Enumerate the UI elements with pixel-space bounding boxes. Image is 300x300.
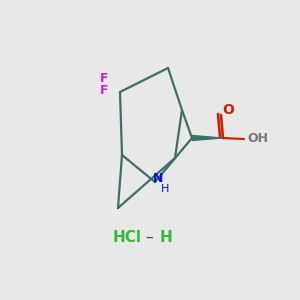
- Text: –: –: [145, 230, 153, 244]
- Text: H: H: [161, 184, 169, 194]
- Text: F: F: [100, 71, 108, 85]
- Text: OH: OH: [248, 131, 268, 145]
- Text: F: F: [100, 83, 108, 97]
- Text: N: N: [153, 172, 163, 185]
- Text: HCl: HCl: [113, 230, 142, 245]
- Text: H: H: [160, 230, 173, 245]
- Text: O: O: [222, 103, 234, 117]
- Polygon shape: [192, 136, 222, 140]
